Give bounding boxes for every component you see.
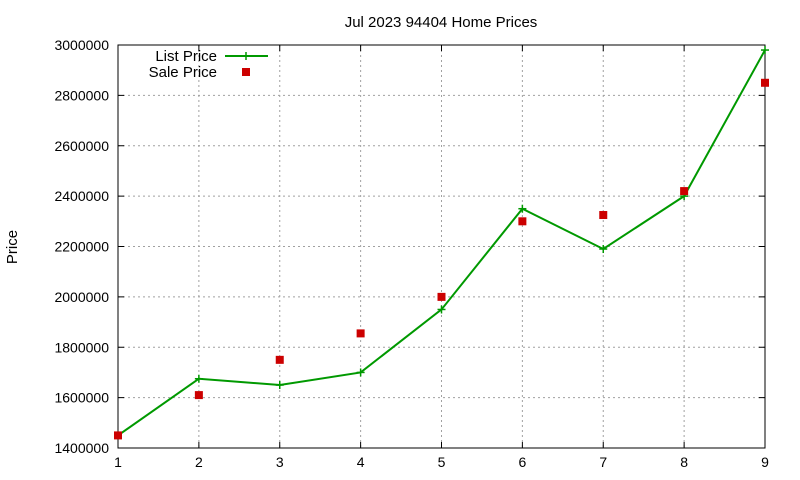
x-tick-label: 3 [276,454,284,470]
sale-price-point [275,355,284,364]
list-price-point [437,305,446,314]
list-price-point [518,204,527,213]
list-price-line [117,49,766,437]
y-tick-label: 3000000 [54,37,109,53]
y-tick-label: 2000000 [54,289,109,305]
x-tick-label: 5 [438,454,446,470]
sale-price-point [437,292,446,301]
legend-key-sale-price [242,68,250,76]
list-price-point [356,368,365,377]
series-1 [114,78,769,440]
y-tick-label: 1600000 [54,390,109,406]
x-tick-label: 9 [761,454,769,470]
sale-price-point [599,211,608,220]
legend: List Price Sale Price [149,48,268,81]
x-tick-label: 4 [357,454,365,470]
list-price-point [275,381,284,390]
list-price-point [194,374,203,383]
y-tick-label: 2600000 [54,138,109,154]
list-price-point [599,245,608,254]
sale-price-point [518,217,527,226]
list-price-point [761,46,769,55]
sale-price-point [194,391,203,400]
x-tick-label: 8 [680,454,688,470]
y-tick-label: 2400000 [54,188,109,204]
tick-labels: 1400000 1600000 1800000 2000000 2200000 24000… [54,37,769,470]
x-tick-label: 1 [114,454,122,470]
x-tick-label: 2 [195,454,203,470]
y-tick-label: 2800000 [54,87,109,103]
chart-title: Jul 2023 94404 Home Prices [345,14,538,31]
sale-price-point [114,431,122,440]
legend-label-list-price: List Price [155,48,217,65]
y-tick-label: 2200000 [54,239,109,255]
legend-marker-list-price [242,52,250,60]
grid-lines [118,45,765,448]
y-tick-label: 1400000 [54,440,109,456]
axes [117,44,766,449]
legend-label-sale-price: Sale Price [149,64,217,81]
sale-price-point [680,187,689,196]
sale-price-point [356,329,365,338]
series [114,46,769,440]
x-tick-label: 6 [518,454,526,470]
sale-price-point [761,78,769,87]
y-axis-title: Price [4,230,21,264]
x-tick-label: 7 [599,454,607,470]
y-tick-label: 1800000 [54,339,109,355]
